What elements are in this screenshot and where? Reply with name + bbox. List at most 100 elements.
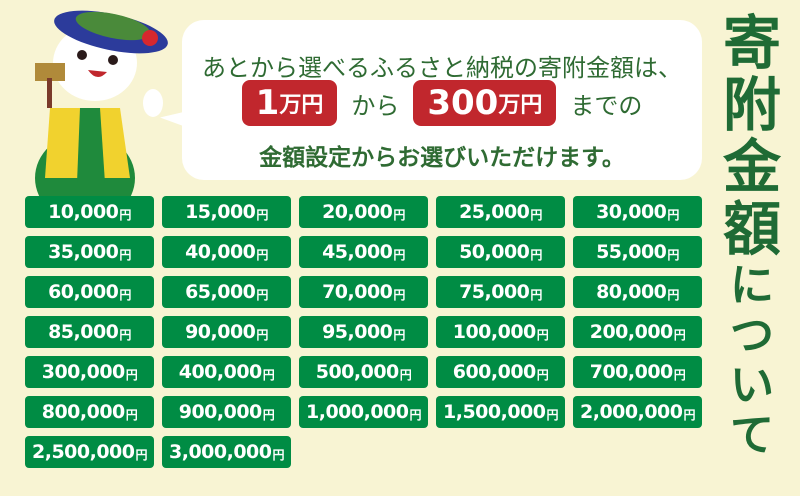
amount-button[interactable]: 35,000 円 bbox=[25, 236, 154, 268]
amount-button[interactable]: 400,000 円 bbox=[162, 356, 291, 388]
yen-unit: 円 bbox=[667, 287, 679, 302]
yen-unit: 円 bbox=[256, 247, 268, 262]
amount-value: 55,000 bbox=[596, 241, 667, 263]
amount-button[interactable]: 55,000 円 bbox=[573, 236, 702, 268]
yen-unit: 円 bbox=[256, 327, 268, 342]
amount-value: 45,000 bbox=[322, 241, 393, 263]
amount-value: 60,000 bbox=[48, 281, 119, 303]
amount-button[interactable]: 3,000,000 円 bbox=[162, 436, 291, 468]
amount-value: 10,000 bbox=[48, 201, 119, 223]
yen-unit: 円 bbox=[262, 367, 275, 382]
yen-unit: 円 bbox=[262, 407, 275, 422]
yen-unit: 円 bbox=[530, 207, 542, 222]
amount-button[interactable]: 800,000 円 bbox=[25, 396, 154, 428]
amount-value: 200,000 bbox=[589, 321, 674, 343]
amount-button[interactable]: 1,500,000 円 bbox=[436, 396, 565, 428]
amount-button[interactable]: 10,000 円 bbox=[25, 196, 154, 228]
yen-unit: 円 bbox=[393, 287, 405, 302]
amount-button[interactable]: 2,000,000 円 bbox=[573, 396, 702, 428]
amount-value: 70,000 bbox=[322, 281, 393, 303]
amount-button[interactable]: 30,000 円 bbox=[573, 196, 702, 228]
max-amount-badge: 300 万円 bbox=[413, 80, 557, 126]
yen-unit: 円 bbox=[683, 407, 695, 422]
amount-value: 100,000 bbox=[452, 321, 537, 343]
max-unit: 万円 bbox=[498, 93, 543, 118]
yen-unit: 円 bbox=[125, 367, 138, 382]
amount-value: 80,000 bbox=[596, 281, 667, 303]
amount-button[interactable]: 20,000 円 bbox=[299, 196, 428, 228]
yen-unit: 円 bbox=[119, 247, 131, 262]
min-amount-badge: 1 万円 bbox=[241, 80, 338, 126]
amount-value: 20,000 bbox=[322, 201, 393, 223]
amount-button[interactable]: 200,000 円 bbox=[573, 316, 702, 348]
yen-unit: 円 bbox=[272, 447, 284, 462]
vertical-title: 寄 附 金 額 に つ い て bbox=[712, 14, 792, 464]
amount-button[interactable]: 2,500,000 円 bbox=[25, 436, 154, 468]
amount-button[interactable]: 95,000 円 bbox=[299, 316, 428, 348]
amount-value: 90,000 bbox=[185, 321, 256, 343]
yen-unit: 円 bbox=[667, 247, 679, 262]
from-text: から bbox=[351, 91, 400, 120]
amount-button[interactable]: 90,000 円 bbox=[162, 316, 291, 348]
speech-bubble: あとから選べるふるさと納税の寄附金額は、 1 万円 から 300 万円 までの 金額… bbox=[182, 20, 702, 180]
amount-button[interactable]: 700,000 円 bbox=[573, 356, 702, 388]
amount-button[interactable]: 900,000 円 bbox=[162, 396, 291, 428]
amount-button[interactable]: 65,000 円 bbox=[162, 276, 291, 308]
amount-button[interactable]: 500,000 円 bbox=[299, 356, 428, 388]
yen-unit: 円 bbox=[530, 287, 542, 302]
amount-value: 40,000 bbox=[185, 241, 256, 263]
yen-unit: 円 bbox=[530, 247, 542, 262]
min-unit: 万円 bbox=[279, 93, 324, 118]
until-text: までの bbox=[570, 91, 643, 120]
yen-unit: 円 bbox=[667, 207, 679, 222]
amount-value: 75,000 bbox=[459, 281, 530, 303]
amount-value: 700,000 bbox=[589, 361, 674, 383]
amount-button[interactable]: 50,000 円 bbox=[436, 236, 565, 268]
yen-unit: 円 bbox=[125, 407, 138, 422]
amount-value: 2,000,000 bbox=[580, 401, 683, 423]
amount-value: 25,000 bbox=[459, 201, 530, 223]
yen-unit: 円 bbox=[546, 407, 558, 422]
amount-value: 1,000,000 bbox=[306, 401, 409, 423]
amount-value: 35,000 bbox=[48, 241, 119, 263]
amount-button[interactable]: 15,000 円 bbox=[162, 196, 291, 228]
yen-unit: 円 bbox=[135, 447, 147, 462]
amount-button[interactable]: 80,000 円 bbox=[573, 276, 702, 308]
amount-button[interactable]: 40,000 円 bbox=[162, 236, 291, 268]
amount-button[interactable]: 600,000 円 bbox=[436, 356, 565, 388]
yen-unit: 円 bbox=[256, 287, 268, 302]
bubble-line-2: 1 万円 から 300 万円 までの bbox=[182, 80, 702, 126]
amount-button[interactable]: 1,000,000 円 bbox=[299, 396, 428, 428]
min-amount: 1 bbox=[255, 83, 280, 123]
yen-unit: 円 bbox=[536, 367, 549, 382]
amount-value: 95,000 bbox=[322, 321, 393, 343]
amount-value: 30,000 bbox=[596, 201, 667, 223]
amount-value: 400,000 bbox=[178, 361, 263, 383]
amount-button[interactable]: 70,000 円 bbox=[299, 276, 428, 308]
amount-button[interactable]: 25,000 円 bbox=[436, 196, 565, 228]
title-char: い bbox=[730, 360, 774, 411]
yen-unit: 円 bbox=[119, 207, 131, 222]
amount-value: 500,000 bbox=[315, 361, 400, 383]
amount-button[interactable]: 45,000 円 bbox=[299, 236, 428, 268]
amount-value: 65,000 bbox=[185, 281, 256, 303]
amount-value: 3,000,000 bbox=[169, 441, 272, 463]
amount-button[interactable]: 100,000 円 bbox=[436, 316, 565, 348]
yen-unit: 円 bbox=[119, 327, 131, 342]
amount-button[interactable]: 300,000 円 bbox=[25, 356, 154, 388]
title-char: つ bbox=[730, 310, 774, 361]
amount-value: 85,000 bbox=[48, 321, 119, 343]
bubble-line-1: あとから選べるふるさと納税の寄附金額は、 bbox=[202, 54, 682, 82]
amount-button[interactable]: 60,000 円 bbox=[25, 276, 154, 308]
amount-button[interactable]: 75,000 円 bbox=[436, 276, 565, 308]
yen-unit: 円 bbox=[673, 367, 686, 382]
amount-value: 50,000 bbox=[459, 241, 530, 263]
amount-value: 900,000 bbox=[178, 401, 263, 423]
amount-button[interactable]: 85,000 円 bbox=[25, 316, 154, 348]
yen-unit: 円 bbox=[393, 247, 405, 262]
amount-value: 800,000 bbox=[41, 401, 126, 423]
title-char: 金 bbox=[722, 133, 781, 201]
title-char: に bbox=[730, 260, 774, 311]
amount-grid: 10,000 円 15,000 円 20,000 円 25,000 円 30,000 円 35,00… bbox=[25, 196, 702, 468]
bubble-line-3: 金額設定からお選びいただけます。 bbox=[259, 145, 625, 171]
